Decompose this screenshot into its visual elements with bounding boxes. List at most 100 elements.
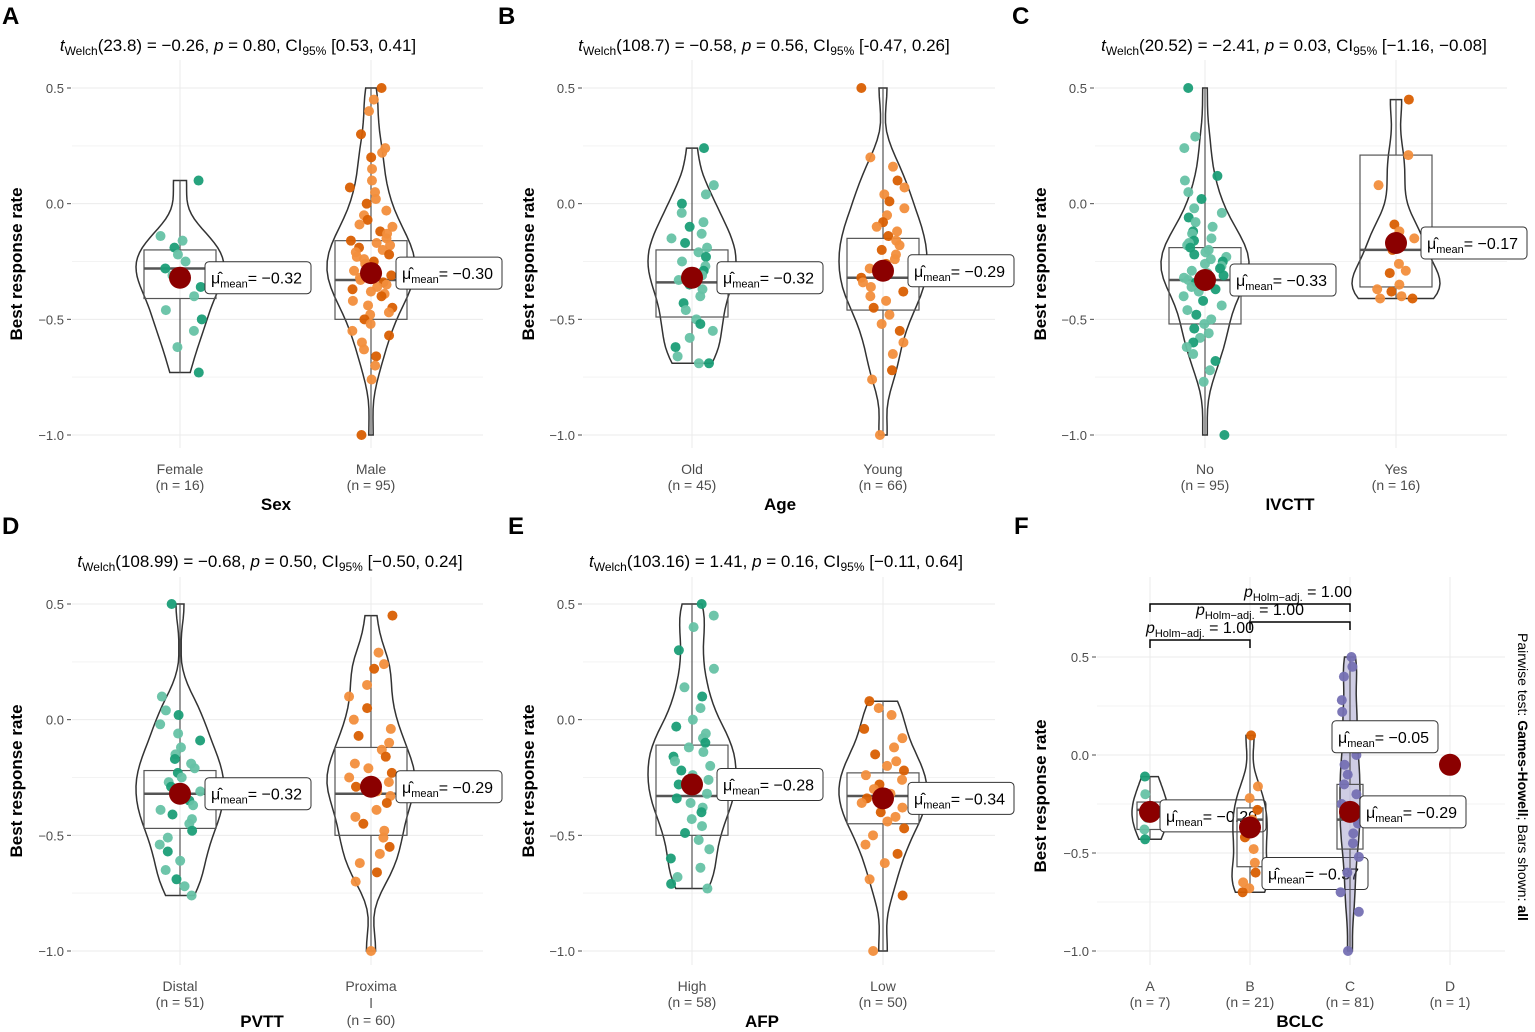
group-old: μ̂mean= −0.32 Old(n = 45) bbox=[647, 143, 824, 493]
data-point bbox=[889, 742, 900, 753]
x-tick-label: Male bbox=[356, 461, 387, 477]
bracket-label: pHolm−adj. = 1.00 bbox=[1243, 584, 1352, 604]
data-point bbox=[865, 291, 876, 302]
data-point bbox=[867, 374, 878, 385]
data-point bbox=[695, 862, 706, 873]
data-point bbox=[173, 728, 184, 739]
data-point bbox=[666, 878, 677, 889]
data-point bbox=[348, 714, 359, 725]
x-tick-n: (n = 16) bbox=[156, 477, 205, 493]
data-point bbox=[362, 679, 373, 690]
data-point bbox=[1183, 187, 1194, 198]
data-point bbox=[1212, 170, 1223, 181]
data-point bbox=[1190, 217, 1201, 228]
data-point bbox=[697, 691, 708, 702]
data-point bbox=[156, 691, 167, 702]
data-point bbox=[362, 214, 373, 225]
panel-subtitle: tWelch(23.8) = −0.26, p = 0.80, CI95% [0… bbox=[60, 36, 416, 58]
data-point bbox=[347, 284, 358, 295]
data-point bbox=[362, 703, 373, 714]
data-point bbox=[874, 430, 885, 440]
data-point bbox=[172, 249, 183, 260]
ci-value: [−0.11, 0.64] bbox=[865, 552, 963, 571]
x-tick-n: (n = 81) bbox=[1326, 994, 1375, 1010]
mean-marker bbox=[1139, 800, 1161, 823]
data-point bbox=[1351, 789, 1362, 800]
data-point bbox=[1375, 293, 1386, 304]
data-point bbox=[195, 281, 206, 292]
x-tick-n: (n = 95) bbox=[1181, 477, 1230, 493]
y-axis-title: Best response rate bbox=[1031, 187, 1050, 340]
data-point bbox=[344, 691, 355, 702]
data-point bbox=[160, 865, 171, 876]
data-point bbox=[1393, 258, 1404, 269]
data-point bbox=[870, 749, 881, 760]
data-point bbox=[189, 763, 200, 774]
y-tick-label: 0.0 bbox=[1069, 197, 1087, 212]
data-point bbox=[367, 163, 378, 174]
caption-test: Games-Howell bbox=[1515, 720, 1531, 816]
mean-label-box bbox=[907, 781, 1015, 815]
x-tick-label: Yes bbox=[1385, 461, 1408, 477]
caption-pre: Pairwise test: bbox=[1515, 633, 1531, 720]
mean-value: = −0.29 bbox=[439, 780, 493, 797]
data-point bbox=[864, 696, 875, 707]
y-tick-label: 0.5 bbox=[557, 597, 575, 612]
data-point bbox=[868, 830, 879, 841]
mean-sub: mean bbox=[732, 785, 760, 797]
comparison-bracket bbox=[1249, 621, 1351, 630]
data-point bbox=[899, 203, 910, 214]
violin bbox=[135, 179, 225, 374]
data-point bbox=[1216, 300, 1227, 311]
mean-label-box bbox=[204, 261, 312, 295]
y-tick-label: −0.5 bbox=[38, 828, 64, 843]
data-point bbox=[876, 244, 887, 255]
mean-label: μ̂mean= −0.28 bbox=[723, 777, 814, 797]
data-point bbox=[385, 723, 396, 734]
data-point bbox=[886, 365, 897, 376]
data-point bbox=[1198, 295, 1209, 306]
y-tick-label: 0.0 bbox=[557, 713, 575, 728]
mean-label: μ̂mean= −0.30 bbox=[402, 266, 493, 286]
data-point bbox=[890, 811, 901, 822]
data-point bbox=[1342, 769, 1353, 780]
data-point bbox=[1179, 143, 1190, 154]
data-point bbox=[686, 814, 697, 825]
mu-hat: μ̂ bbox=[914, 791, 926, 808]
x-tick-n: (n = 58) bbox=[668, 994, 717, 1010]
panel-subtitle: tWelch(20.52) = −2.41, p = 0.03, CI95% [… bbox=[1101, 36, 1487, 58]
mean-marker bbox=[1194, 269, 1216, 292]
data-point bbox=[899, 182, 910, 193]
data-point bbox=[377, 147, 388, 158]
data-point bbox=[892, 848, 903, 859]
data-point bbox=[875, 807, 886, 818]
data-point bbox=[1384, 268, 1395, 279]
data-point bbox=[189, 291, 200, 302]
data-point bbox=[187, 825, 198, 836]
x-tick-label: Distal bbox=[162, 978, 197, 994]
data-point bbox=[708, 663, 719, 674]
data-point bbox=[366, 374, 377, 385]
data-point bbox=[700, 251, 711, 262]
data-point bbox=[699, 143, 710, 154]
data-point bbox=[1139, 771, 1150, 782]
data-point bbox=[359, 344, 370, 355]
mu-hat: μ̂ bbox=[402, 780, 414, 797]
data-point bbox=[1140, 834, 1151, 845]
data-point bbox=[172, 342, 183, 353]
ci-value: [−0.50, 0.24] bbox=[363, 552, 463, 571]
data-point bbox=[162, 846, 173, 857]
data-point bbox=[386, 767, 397, 778]
data-point bbox=[154, 839, 165, 850]
data-point bbox=[693, 358, 704, 369]
data-point bbox=[387, 221, 398, 232]
y-tick-label: −0.5 bbox=[1063, 846, 1089, 861]
data-point bbox=[1139, 824, 1150, 835]
data-point bbox=[166, 599, 177, 609]
data-point bbox=[383, 307, 394, 318]
data-point bbox=[1191, 309, 1202, 320]
data-point bbox=[1140, 789, 1151, 800]
data-point bbox=[195, 735, 206, 746]
